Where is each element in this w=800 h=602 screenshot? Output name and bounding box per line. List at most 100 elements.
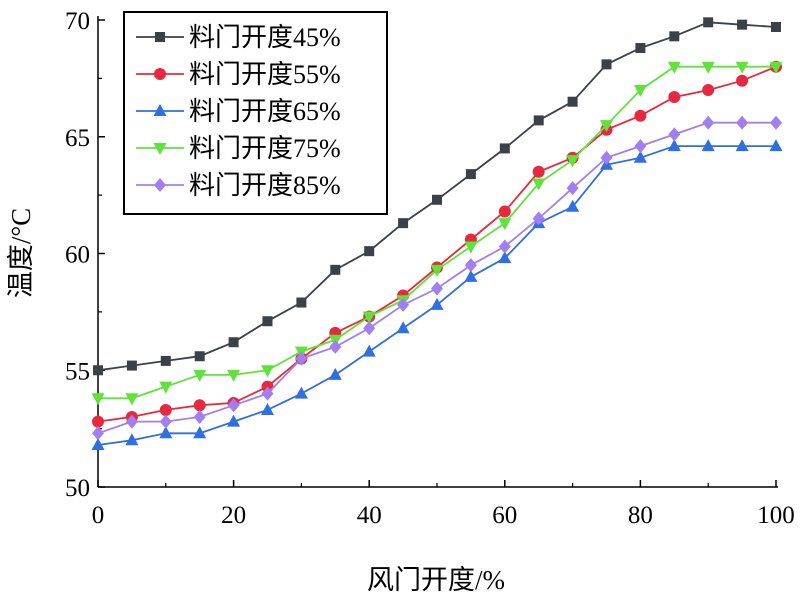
legend-label: 料门开度85% xyxy=(189,171,341,200)
data-point xyxy=(498,251,512,264)
y-tick-label: 70 xyxy=(65,8,90,35)
data-point xyxy=(261,402,274,415)
series-3 xyxy=(91,139,783,450)
data-point xyxy=(735,139,749,152)
data-point xyxy=(159,414,172,429)
y-tick-label: 60 xyxy=(65,242,90,269)
data-point xyxy=(737,19,748,30)
data-point xyxy=(362,311,376,324)
data-point xyxy=(566,199,580,212)
x-tick-label: 100 xyxy=(757,502,795,529)
data-point xyxy=(397,297,410,312)
data-point xyxy=(328,367,342,380)
data-point xyxy=(91,437,105,450)
legend-label: 料门开度65% xyxy=(189,97,341,126)
legend-box xyxy=(123,11,388,215)
data-point xyxy=(261,365,274,378)
y-tick-label: 55 xyxy=(65,358,90,385)
x-tick-label: 0 xyxy=(92,502,105,529)
x-axis-title: 风门开度/% xyxy=(367,565,505,595)
data-point xyxy=(635,43,646,54)
data-point xyxy=(126,360,137,371)
data-point xyxy=(363,321,376,336)
y-axis-title: 温度/°C xyxy=(6,208,36,298)
x-tick-label: 40 xyxy=(357,502,382,529)
legend-marker xyxy=(153,143,167,155)
data-point xyxy=(329,339,342,354)
legend-marker xyxy=(155,32,165,42)
data-point xyxy=(430,264,444,277)
data-point xyxy=(736,115,749,130)
data-point xyxy=(330,264,341,275)
data-point xyxy=(601,59,612,70)
data-point xyxy=(702,84,715,97)
data-point xyxy=(701,139,715,152)
data-point xyxy=(634,109,647,122)
data-point xyxy=(125,414,138,429)
data-point xyxy=(294,386,308,399)
data-point xyxy=(769,139,783,152)
data-point xyxy=(194,351,205,362)
legend-label: 料门开度45% xyxy=(189,23,341,52)
data-point xyxy=(532,211,545,226)
data-point xyxy=(227,414,241,427)
data-point xyxy=(430,297,444,310)
series-1 xyxy=(93,17,781,376)
data-point xyxy=(431,281,443,296)
data-point xyxy=(227,369,241,382)
data-point xyxy=(600,120,613,133)
data-point xyxy=(633,85,647,98)
data-point xyxy=(669,31,680,42)
data-point xyxy=(159,426,173,439)
data-point xyxy=(91,393,105,406)
data-point xyxy=(295,351,308,366)
data-point xyxy=(566,155,580,168)
data-point xyxy=(92,426,104,441)
data-point xyxy=(92,415,104,428)
legend-label: 料门开度75% xyxy=(189,134,341,163)
data-point xyxy=(193,369,207,382)
data-point xyxy=(498,239,511,254)
legend-label: 料门开度55% xyxy=(189,60,341,89)
data-point xyxy=(93,365,103,376)
data-point xyxy=(499,143,510,154)
data-point xyxy=(193,399,206,412)
data-point xyxy=(364,246,375,257)
data-point xyxy=(262,316,273,327)
data-point xyxy=(634,139,647,154)
data-point xyxy=(125,393,139,406)
data-point xyxy=(464,241,478,254)
data-point xyxy=(464,258,477,273)
data-point xyxy=(668,127,681,142)
data-point xyxy=(159,381,173,394)
data-point xyxy=(703,17,714,28)
data-point xyxy=(228,337,239,348)
legend: 料门开度45% 料门开度55% 料门开度65% 料门开度75% 料门开度85% xyxy=(123,11,388,215)
legend-marker xyxy=(154,68,166,80)
x-tick-label: 60 xyxy=(492,502,517,529)
data-point xyxy=(159,403,172,416)
data-point xyxy=(227,398,240,413)
series-5 xyxy=(92,115,782,441)
data-point xyxy=(701,61,715,74)
data-point xyxy=(432,194,442,205)
data-point xyxy=(771,22,781,33)
legend-entry: 料门开度85% xyxy=(136,171,341,200)
legend-marker xyxy=(154,178,166,192)
x-tick-label: 80 xyxy=(628,502,653,529)
series-4 xyxy=(91,61,783,406)
data-point xyxy=(465,169,476,180)
data-point xyxy=(567,96,578,107)
data-point xyxy=(398,218,409,229)
data-point xyxy=(261,386,274,401)
data-point xyxy=(532,165,545,178)
data-point xyxy=(736,74,749,87)
data-point xyxy=(600,150,613,165)
data-point xyxy=(668,91,681,104)
data-point xyxy=(296,297,307,308)
data-point xyxy=(464,269,478,282)
data-point xyxy=(667,139,681,152)
data-point xyxy=(566,181,579,196)
data-point xyxy=(160,355,171,366)
